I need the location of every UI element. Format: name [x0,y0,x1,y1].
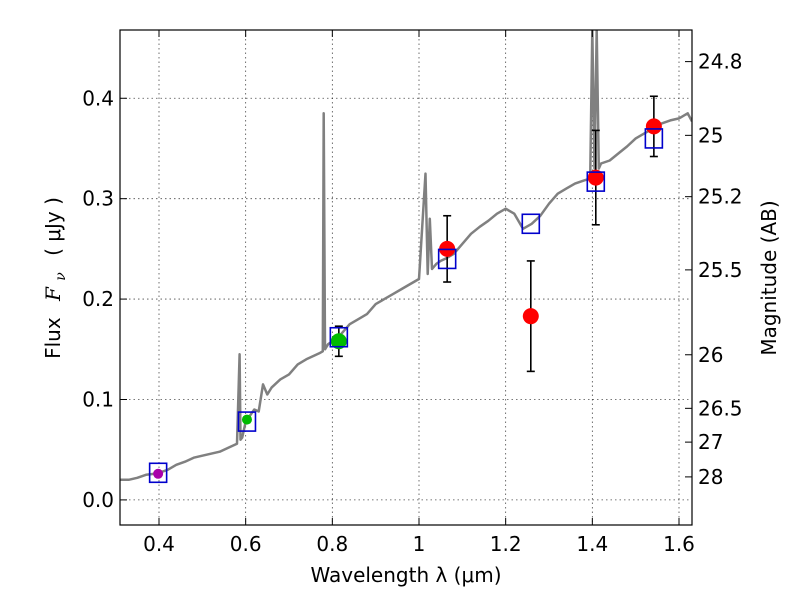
model-point-square [237,411,257,432]
y-tick-label: 0.0 [82,488,114,512]
x-tick-label: 0.6 [230,532,262,556]
data-points [148,95,664,484]
model-point-square [148,462,168,484]
y-axis-label-subscript: ν [53,272,69,281]
axis-ticks: 0.4 0.6 0.8 1 1.2 1.4 1.6 0.0 0.1 0.2 0.3 0.4 24.8 25… [82,30,743,556]
model-point-square [329,326,349,348]
x-tick-label: 1 [413,532,426,556]
magnitude-tick-label: 25 [698,123,723,147]
magnitude-tick-label: 27 [698,430,723,454]
y-tick-label: 0.3 [82,187,114,211]
y-tick-label: 0.2 [82,287,114,311]
spectrum [120,30,692,482]
y-tick-label: 0.4 [82,86,114,110]
observed-point [587,169,604,186]
model-point-square [437,248,457,270]
observed-point [330,333,347,350]
magnitude-tick-label: 26 [698,343,723,367]
y-tick-label: 0.1 [82,387,114,411]
model-point-square [644,128,664,149]
plot-frame [119,29,693,526]
x-axis-label: Wavelength λ (μm) [310,563,501,587]
x-tick-label: 0.4 [143,532,175,556]
x-tick-label: 1.2 [490,532,522,556]
magnitude-tick-label: 28 [698,465,723,489]
magnitude-tick-label: 26.5 [698,396,743,420]
x-tick-label: 1.4 [576,532,608,556]
observed-point [522,308,539,325]
y-axis-label-text: Flux [41,317,65,359]
observed-point [645,118,662,135]
y-axis-label-symbol: F [41,286,65,302]
observed-point [241,414,252,425]
spectrum-line [120,30,692,482]
model-point-square [521,213,541,235]
magnitude-axis-label: Magnitude (AB) [757,200,781,355]
y-axis-label: Flux F ν ( μJy ) [41,197,70,359]
observed-point [153,468,164,479]
x-tick-label: 0.8 [316,532,348,556]
magnitude-tick-label: 25.5 [698,258,743,282]
magnitude-tick-label: 24.8 [698,50,743,74]
x-tick-label: 1.6 [663,532,695,556]
y-axis-label-unit: ( μJy ) [41,197,65,256]
magnitude-tick-label: 25.2 [698,185,743,209]
grid [120,30,692,525]
model-point-square [586,171,606,192]
